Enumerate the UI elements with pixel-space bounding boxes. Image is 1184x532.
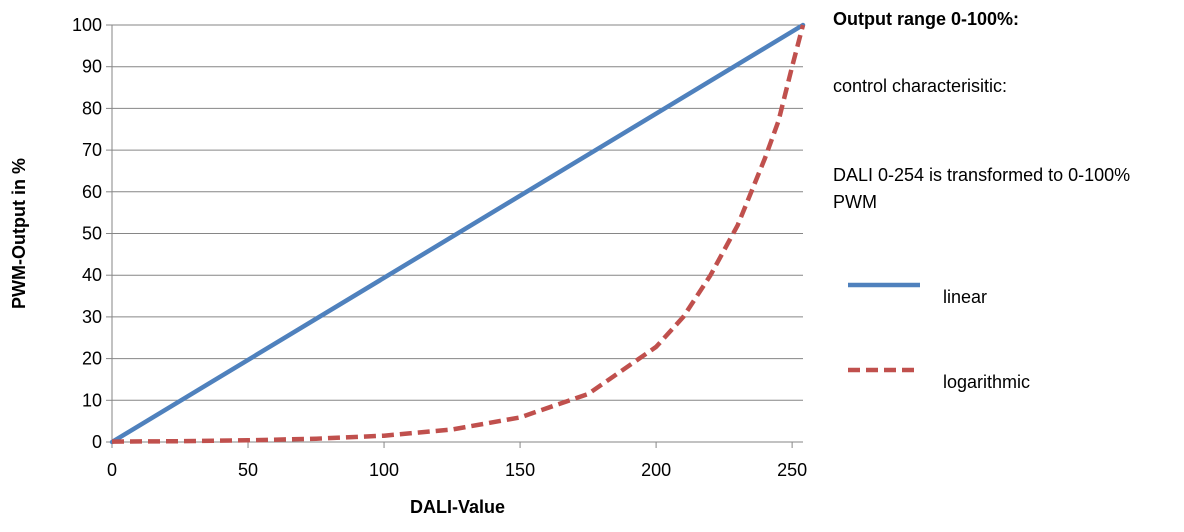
y-tick-label-70: 70 [82, 140, 102, 160]
y-tick-label-0: 0 [92, 432, 102, 452]
x-tick-label-0: 0 [107, 460, 117, 480]
x-tick-labels: 0 50 100 150 200 250 [107, 460, 807, 480]
y-tick-label-90: 90 [82, 57, 102, 77]
x-tick-label-200: 200 [641, 460, 671, 480]
series-line-logarithmic [111, 24, 806, 444]
grid-lines [106, 24, 803, 443]
notes-control-characteristic: control characterisitic: [833, 76, 1008, 96]
y-tick-label-60: 60 [82, 182, 102, 202]
x-axis-title: DALI-Value [410, 497, 505, 517]
legend [848, 282, 920, 373]
x-tick-label-100: 100 [369, 460, 399, 480]
y-tick-label-100: 100 [72, 15, 102, 35]
x-tick-label-250: 250 [777, 460, 807, 480]
y-tick-label-20: 20 [82, 349, 102, 369]
notes-transform-description: DALI 0-254 is transformed to 0-100% PWM [833, 165, 1131, 212]
x-tick-label-150: 150 [505, 460, 535, 480]
x-tick-label-50: 50 [238, 460, 258, 480]
y-tick-label-30: 30 [82, 307, 102, 327]
series-line-linear [109, 22, 806, 445]
y-axis-title: PWM-Output in % [9, 158, 29, 309]
legend-label-linear: linear [943, 287, 988, 307]
series-lines [109, 22, 806, 445]
y-tick-label-40: 40 [82, 265, 102, 285]
notes-title: Output range 0-100%: [833, 9, 1020, 29]
y-tick-label-10: 10 [82, 390, 102, 410]
y-tick-labels: 0 10 20 30 40 50 60 70 80 90 100 [72, 15, 102, 452]
y-tick-label-80: 80 [82, 98, 102, 118]
legend-label-logarithmic: logarithmic [943, 372, 1031, 392]
y-tick-label-50: 50 [82, 224, 102, 244]
